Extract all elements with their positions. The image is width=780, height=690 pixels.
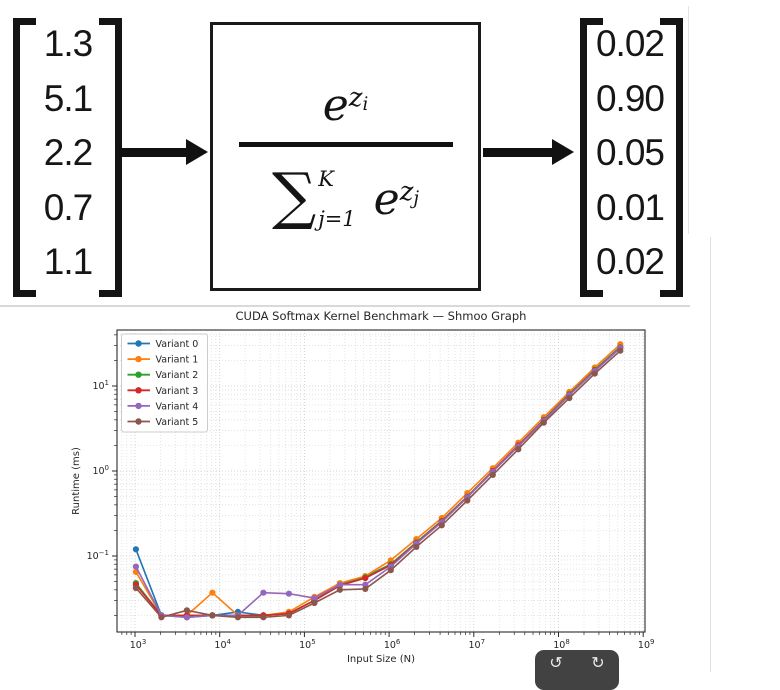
data-point xyxy=(362,575,369,582)
matrix-value: 2.2 xyxy=(43,132,93,173)
legend-marker xyxy=(135,418,142,425)
softmax-formula-box: ezi ∑ K j=1 ezj xyxy=(210,22,481,291)
data-point xyxy=(132,546,139,553)
data-point xyxy=(617,347,624,354)
legend-marker xyxy=(135,340,142,347)
legend-label: Variant 0 xyxy=(156,339,199,350)
matrix-value: 0.90 xyxy=(595,77,665,119)
section-divider xyxy=(0,305,690,307)
rotate-ccw-button[interactable]: ↺ xyxy=(543,654,568,672)
series-line xyxy=(135,347,621,619)
y-axis-label: Runtime (ms) xyxy=(71,447,82,515)
x-tick-label: 103 xyxy=(130,638,147,651)
data-point xyxy=(336,586,343,593)
data-point xyxy=(387,567,394,574)
series-line xyxy=(135,350,621,619)
arrow-right-icon xyxy=(483,139,574,165)
data-point xyxy=(209,589,216,596)
arrow-right-icon xyxy=(119,139,208,165)
data-point xyxy=(285,612,292,619)
fraction-bar xyxy=(238,142,453,147)
matrix-value: 0.02 xyxy=(595,241,665,282)
x-axis-label: Input Size (N) xyxy=(347,654,415,665)
legend-label: Variant 1 xyxy=(156,355,199,366)
panel-edge-line xyxy=(710,237,711,672)
data-point xyxy=(438,522,445,529)
x-tick-label: 105 xyxy=(299,638,316,651)
y-tick-label: 101 xyxy=(92,379,109,392)
den-e: ezj xyxy=(373,174,420,225)
data-point xyxy=(183,607,190,614)
panel-edge-line xyxy=(688,6,689,234)
data-point xyxy=(336,581,343,588)
image-rotate-toolbar: ↺ ↻ xyxy=(535,650,619,690)
matrix-value: 0.05 xyxy=(595,132,665,173)
data-point xyxy=(209,612,216,619)
data-point xyxy=(515,446,522,453)
rotate-cw-button[interactable]: ↻ xyxy=(585,654,610,672)
output-matrix-left-bracket xyxy=(580,18,603,297)
legend-label: Variant 4 xyxy=(156,401,199,412)
y-tick-label: 10−1 xyxy=(87,549,109,562)
x-tick-label: 108 xyxy=(553,638,570,651)
legend-marker xyxy=(135,387,142,394)
data-point xyxy=(311,595,318,602)
y-tick-label: 100 xyxy=(92,464,109,477)
input-matrix-right-bracket xyxy=(99,18,122,297)
output-matrix-right-bracket xyxy=(660,18,683,297)
data-point xyxy=(591,370,598,377)
matrix-value: 0.02 xyxy=(595,23,665,64)
matrix-value: 0.7 xyxy=(43,186,93,228)
data-point xyxy=(311,599,318,607)
chart-title: CUDA Softmax Kernel Benchmark — Shmoo Gr… xyxy=(236,309,527,323)
x-tick-label: 107 xyxy=(469,638,486,651)
data-point xyxy=(540,419,547,426)
data-point xyxy=(566,395,573,402)
legend-label: Variant 5 xyxy=(156,417,199,428)
data-point xyxy=(489,471,496,478)
matrix-value: 5.1 xyxy=(43,77,93,119)
chart-canvas: 103 104 105 106 107 108 109 101 100 10−1 CUDA Soft… xyxy=(71,309,655,665)
data-point xyxy=(234,614,241,621)
legend-label: Variant 2 xyxy=(156,370,199,381)
data-point xyxy=(132,584,139,592)
data-point xyxy=(260,589,267,596)
matrix-value: 0.01 xyxy=(595,186,665,228)
input-matrix: 1.3 5.1 2.2 0.7 1.1 xyxy=(24,22,112,284)
x-tick-label: 109 xyxy=(638,638,655,651)
legend-marker xyxy=(135,371,142,378)
matrix-value: 1.3 xyxy=(43,23,93,64)
data-point xyxy=(260,614,267,621)
formula-denominator: ∑ K j=1 ezj xyxy=(271,159,420,232)
legend-marker xyxy=(135,355,142,363)
sum-symbol: ∑ xyxy=(271,159,317,232)
data-point xyxy=(285,590,292,597)
x-tick-label: 106 xyxy=(384,638,401,651)
formula-numerator: ezi xyxy=(322,80,369,131)
data-point xyxy=(132,563,139,570)
data-point xyxy=(158,614,165,621)
data-point xyxy=(183,614,190,621)
legend-marker xyxy=(135,402,142,410)
data-point xyxy=(362,585,369,592)
data-point xyxy=(464,497,471,504)
output-matrix: 0.02 0.90 0.05 0.01 0.02 xyxy=(592,22,668,284)
series-line xyxy=(135,343,621,617)
series-line xyxy=(135,346,621,619)
matrix-value: 1.1 xyxy=(43,241,93,282)
legend-label: Variant 3 xyxy=(156,386,199,397)
softmax-diagram: 1.3 5.1 2.2 0.7 1.1 ezi ∑ K j=1 ezj 0.02 0.90… xyxy=(0,0,780,305)
x-tick-label: 104 xyxy=(214,638,231,651)
input-matrix-left-bracket xyxy=(13,18,36,297)
data-point xyxy=(413,543,420,550)
